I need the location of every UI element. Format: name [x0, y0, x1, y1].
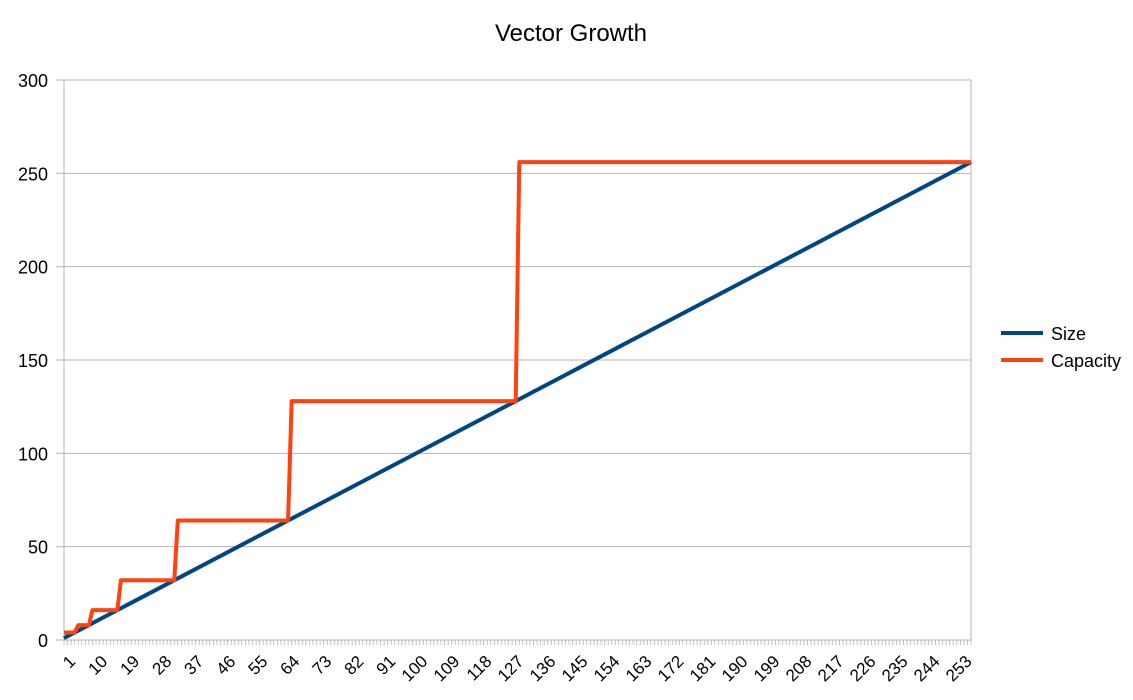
x-tick-label: 217 — [814, 652, 847, 685]
x-tick-label: 235 — [878, 652, 911, 685]
x-tick-label: 109 — [430, 652, 463, 685]
x-tick-label: 91 — [373, 652, 400, 679]
x-tick-label: 244 — [910, 652, 943, 685]
y-tick-label: 150 — [18, 351, 48, 371]
chart-title: Vector Growth — [495, 20, 647, 47]
legend: Size Capacity — [1001, 324, 1121, 371]
x-tick-label: 127 — [494, 652, 527, 685]
x-tick-label: 199 — [750, 652, 783, 685]
x-tick-label: 10 — [85, 652, 112, 679]
legend-label-size: Size — [1051, 324, 1086, 344]
x-tick-label: 136 — [526, 652, 559, 685]
y-tick-label: 0 — [38, 631, 48, 651]
x-tick-label: 154 — [590, 652, 623, 685]
x-tick-label: 145 — [558, 652, 591, 685]
series-lines — [63, 160, 972, 640]
y-tick-label: 100 — [18, 444, 48, 464]
series-line-capacity — [64, 160, 971, 635]
x-tick-label: 55 — [245, 652, 272, 679]
x-tick-label: 253 — [942, 652, 975, 685]
x-tick-label: 226 — [846, 652, 879, 685]
x-tick-label: 73 — [309, 652, 336, 679]
x-tick-label: 1 — [59, 652, 79, 672]
x-tick-label: 100 — [398, 652, 431, 685]
x-tick-label: 163 — [622, 652, 655, 685]
y-tick-label: 250 — [18, 164, 48, 184]
x-tick-label: 208 — [782, 652, 815, 685]
x-tick-marks — [63, 640, 972, 645]
x-tick-label: 64 — [277, 652, 304, 679]
x-tick-label: 118 — [463, 652, 496, 685]
y-tick-label: 200 — [18, 258, 48, 278]
x-tick-label: 46 — [213, 652, 240, 679]
x-tick-label: 181 — [686, 652, 719, 685]
legend-label-capacity: Capacity — [1051, 351, 1121, 371]
x-tick-label: 19 — [117, 652, 144, 679]
x-tick-label: 82 — [341, 652, 368, 679]
y-axis: 0 50 100 150 200 250 300 — [18, 71, 65, 651]
x-tick-label: 172 — [654, 652, 687, 685]
x-tick-label: 190 — [718, 652, 751, 685]
y-tick-label: 50 — [28, 538, 48, 558]
x-tick-label: 37 — [181, 652, 208, 679]
y-tick-label: 300 — [18, 71, 48, 91]
x-tick-label: 28 — [149, 652, 176, 679]
